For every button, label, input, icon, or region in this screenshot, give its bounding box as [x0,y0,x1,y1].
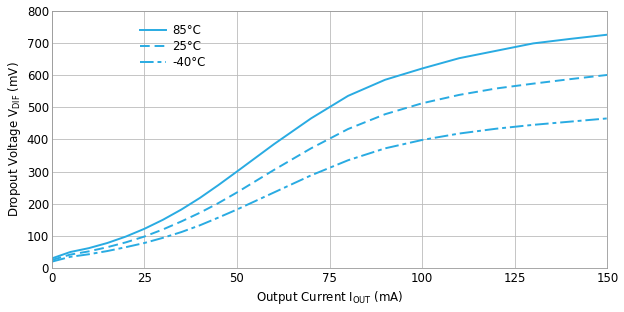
Legend: 85°C, 25°C, -40°C: 85°C, 25°C, -40°C [135,19,210,73]
X-axis label: Output Current I$_{\rm OUT}$ (mA): Output Current I$_{\rm OUT}$ (mA) [256,290,403,306]
Y-axis label: Dropout Voltage V$_{\rm DIF}$ (mV): Dropout Voltage V$_{\rm DIF}$ (mV) [6,61,22,217]
